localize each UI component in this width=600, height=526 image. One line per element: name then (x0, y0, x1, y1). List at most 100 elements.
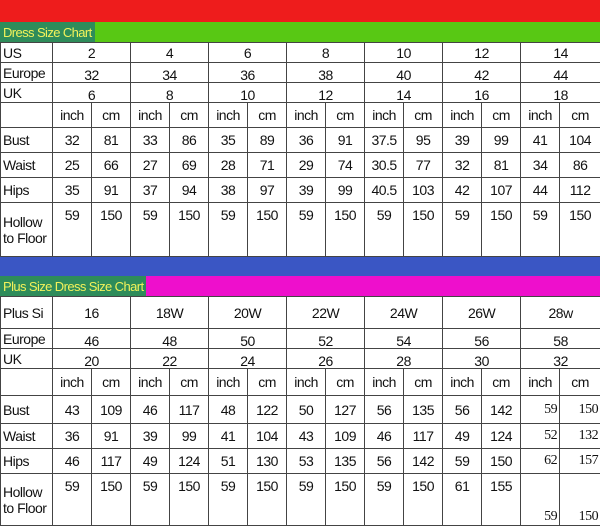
size-cell: 32 (521, 349, 600, 369)
unit-cm: cm (170, 103, 209, 128)
measure-cell: 37 (131, 178, 170, 203)
measure-cell: 59 (131, 474, 170, 526)
unit-cm: cm (92, 369, 131, 396)
measure-cell: 40.5 (365, 178, 404, 203)
row-label: UK (1, 83, 53, 103)
measure-cell: 150 (560, 474, 600, 526)
measure-cell: 91 (92, 424, 131, 449)
measure-cell: 97 (248, 178, 287, 203)
measure-cell: 28 (209, 153, 248, 178)
measure-cell: 41 (209, 424, 248, 449)
unit-inch: inch (53, 103, 92, 128)
size-cell: 4 (131, 43, 209, 63)
unit-cm: cm (482, 103, 521, 128)
measure-cell: 59 (521, 396, 560, 424)
size-cell: 2 (53, 43, 131, 63)
measure-cell: 150 (560, 396, 600, 424)
unit-inch: inch (365, 369, 404, 396)
row-label: Europe (1, 63, 53, 83)
measure-cell: 51 (209, 449, 248, 474)
measure-cell: 91 (92, 178, 131, 203)
unit-cm: cm (92, 103, 131, 128)
unit-inch: inch (287, 103, 326, 128)
measure-cell: 48 (209, 396, 248, 424)
unit-cm: cm (404, 103, 443, 128)
measure-cell: 46 (131, 396, 170, 424)
measure-cell: 59 (209, 474, 248, 526)
measure-cell: 59 (521, 203, 560, 257)
measure-cell: 69 (170, 153, 209, 178)
measure-cell: 104 (560, 128, 600, 153)
dress-chart-title: Dress Size Chart (0, 22, 95, 42)
row-label: Bust (1, 128, 53, 153)
measure-cell: 150 (170, 203, 209, 257)
measure-cell: 77 (404, 153, 443, 178)
size-cell: 8 (287, 43, 365, 63)
size-cell: 10 (365, 43, 443, 63)
measure-cell: 71 (248, 153, 287, 178)
measure-cell: 35 (53, 178, 92, 203)
measure-cell: 42 (443, 178, 482, 203)
size-cell: 14 (521, 43, 600, 63)
dress-title-band: Dress Size Chart (0, 22, 600, 43)
measure-cell: 34 (521, 153, 560, 178)
measure-cell: 46 (365, 424, 404, 449)
measure-cell: 81 (92, 128, 131, 153)
measure-cell: 59 (365, 203, 404, 257)
size-cell: 22 (131, 349, 209, 369)
measure-cell: 135 (326, 449, 365, 474)
size-cell: 50 (209, 329, 287, 349)
unit-cm: cm (404, 369, 443, 396)
size-cell: 32 (53, 63, 131, 83)
size-cell: 6 (53, 83, 131, 103)
unit-cm: cm (326, 369, 365, 396)
size-cell: 18W (131, 297, 209, 329)
measure-cell: 35 (209, 128, 248, 153)
unit-inch: inch (521, 103, 560, 128)
measure-cell: 33 (131, 128, 170, 153)
row-label: Waist (1, 153, 53, 178)
measure-cell: 99 (326, 178, 365, 203)
measure-cell: 103 (404, 178, 443, 203)
size-cell: 36 (209, 63, 287, 83)
measure-cell: 74 (326, 153, 365, 178)
row-label: Hips (1, 449, 53, 474)
unit-cm: cm (326, 103, 365, 128)
unit-inch: inch (209, 103, 248, 128)
measure-cell: 44 (521, 178, 560, 203)
row-label: Bust (1, 396, 53, 424)
measure-cell: 59 (287, 474, 326, 526)
measure-cell: 36 (53, 424, 92, 449)
measure-cell: 59 (209, 203, 248, 257)
measure-cell: 150 (170, 474, 209, 526)
measure-cell: 117 (404, 424, 443, 449)
size-cell: 26 (287, 349, 365, 369)
plus-title-band: Plus Size Dress Size Chart (0, 276, 600, 297)
measure-cell: 52 (521, 424, 560, 449)
size-cell: 42 (443, 63, 521, 83)
unit-inch: inch (131, 369, 170, 396)
size-cell: 10 (209, 83, 287, 103)
row-label: Hollow to Floor (1, 203, 53, 257)
measure-cell: 117 (170, 396, 209, 424)
measure-cell: 150 (482, 449, 521, 474)
size-cell: 24 (209, 349, 287, 369)
size-cell: 28w (521, 297, 600, 329)
measure-cell: 150 (92, 203, 131, 257)
size-cell: 30 (443, 349, 521, 369)
measure-cell: 150 (326, 474, 365, 526)
measure-cell: 56 (365, 449, 404, 474)
plus-chart-title: Plus Size Dress Size Chart (0, 276, 146, 296)
measure-cell: 86 (170, 128, 209, 153)
size-cell: 16 (53, 297, 131, 329)
unit-cm: cm (560, 369, 600, 396)
size-cell: 52 (287, 329, 365, 349)
measure-cell: 130 (248, 449, 287, 474)
